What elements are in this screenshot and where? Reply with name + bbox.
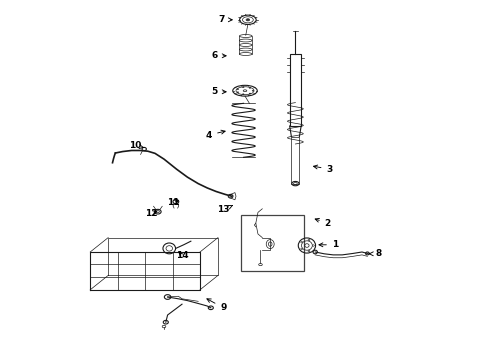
Ellipse shape: [308, 250, 310, 252]
Ellipse shape: [301, 248, 303, 249]
Text: 2: 2: [315, 219, 331, 228]
Ellipse shape: [313, 245, 314, 246]
Bar: [241, 215, 304, 271]
Bar: [290, 54, 301, 126]
Text: 9: 9: [207, 299, 226, 312]
Text: 1: 1: [319, 240, 338, 249]
Ellipse shape: [249, 87, 251, 89]
Text: 3: 3: [314, 165, 333, 174]
Text: 11: 11: [167, 198, 179, 207]
Ellipse shape: [252, 90, 254, 91]
Text: 7: 7: [219, 15, 232, 24]
Ellipse shape: [237, 92, 239, 93]
Text: 5: 5: [211, 87, 226, 96]
Text: 14: 14: [176, 251, 188, 260]
Ellipse shape: [247, 19, 249, 21]
Ellipse shape: [249, 93, 251, 94]
Bar: [292, 137, 299, 184]
Ellipse shape: [301, 242, 303, 243]
Ellipse shape: [243, 94, 244, 95]
Text: 8: 8: [369, 249, 381, 258]
Text: 13: 13: [217, 205, 233, 214]
Ellipse shape: [243, 87, 244, 88]
Ellipse shape: [237, 89, 239, 90]
Text: 12: 12: [145, 209, 158, 217]
Text: 6: 6: [211, 51, 226, 60]
Ellipse shape: [308, 239, 310, 241]
Text: 4: 4: [206, 130, 225, 139]
Text: 10: 10: [129, 141, 144, 150]
